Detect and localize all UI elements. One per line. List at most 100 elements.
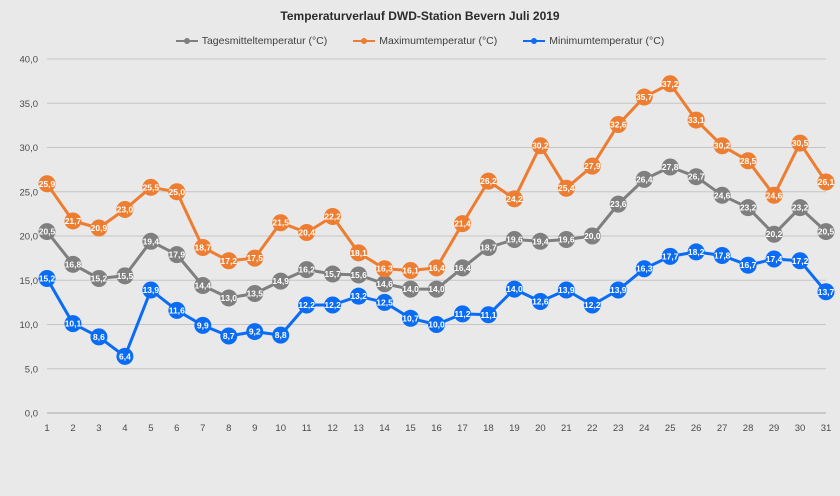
data-label: 33,1	[688, 115, 705, 125]
x-tick-label: 17	[457, 423, 468, 434]
x-tick-label: 12	[327, 423, 338, 434]
data-point	[505, 231, 523, 249]
data-point	[90, 219, 108, 237]
data-label: 8,6	[93, 332, 105, 342]
data-point	[324, 296, 342, 314]
data-label: 24,6	[766, 190, 783, 200]
legend-entry-min: Minimumtemperatur (°C)	[523, 35, 664, 47]
data-label: 14,0	[506, 284, 523, 294]
data-point	[90, 269, 108, 287]
x-tick-label: 21	[561, 423, 572, 434]
data-point	[791, 252, 809, 270]
legend: Tagesmitteltemperatur (°C) Maximumtemper…	[0, 35, 840, 47]
data-label: 25,0	[169, 187, 186, 197]
data-point	[298, 223, 316, 241]
data-label: 15,2	[39, 273, 56, 283]
data-point	[350, 244, 368, 262]
data-point	[38, 175, 56, 193]
data-point	[583, 296, 601, 314]
data-label: 12,5	[376, 297, 393, 307]
x-tick-label: 8	[226, 423, 231, 434]
data-label: 8,7	[223, 331, 235, 341]
x-tick-label: 5	[148, 423, 153, 434]
data-label: 17,8	[714, 250, 731, 260]
data-label: 23,6	[610, 199, 627, 209]
data-label: 18,7	[195, 243, 212, 253]
x-tick-label: 24	[639, 423, 650, 434]
y-tick-label: 40,0	[20, 55, 39, 66]
data-point	[272, 326, 290, 344]
data-label: 14,0	[402, 284, 419, 294]
data-label: 8,8	[275, 330, 287, 340]
data-point	[557, 179, 575, 197]
data-label: 15,5	[117, 271, 134, 281]
data-point	[661, 247, 679, 265]
data-label: 6,4	[119, 351, 131, 361]
data-label: 35,7	[636, 92, 653, 102]
data-label: 10,1	[65, 319, 82, 329]
data-point	[168, 301, 186, 319]
data-point	[220, 289, 238, 307]
data-label: 24,6	[714, 190, 731, 200]
y-tick-label: 30,0	[20, 143, 39, 154]
data-point	[687, 243, 705, 261]
data-label: 14,4	[195, 281, 212, 291]
y-tick-label: 10,0	[20, 320, 39, 331]
x-tick-label: 14	[379, 423, 390, 434]
data-point	[142, 232, 160, 250]
data-point	[661, 158, 679, 176]
data-label: 16,8	[65, 259, 82, 269]
data-point	[687, 111, 705, 129]
x-tick-label: 20	[535, 423, 546, 434]
data-point	[453, 305, 471, 323]
data-point	[402, 309, 420, 327]
x-tick-label: 3	[96, 423, 101, 434]
data-point	[453, 215, 471, 233]
data-point	[168, 183, 186, 201]
data-label: 13,9	[143, 285, 160, 295]
data-point	[583, 227, 601, 245]
data-label: 17,4	[766, 254, 783, 264]
data-point	[557, 231, 575, 249]
data-point	[531, 232, 549, 250]
data-label: 18,7	[480, 243, 497, 253]
data-label: 16,3	[376, 264, 393, 274]
data-label: 12,2	[584, 300, 601, 310]
x-tick-label: 6	[174, 423, 179, 434]
data-point	[739, 152, 757, 170]
x-tick-label: 2	[70, 423, 75, 434]
data-point	[765, 225, 783, 243]
data-point	[116, 200, 134, 218]
data-label: 15,2	[91, 273, 108, 283]
data-label: 17,5	[246, 253, 263, 263]
data-label: 13,7	[818, 287, 835, 297]
data-point	[38, 223, 56, 241]
data-point	[220, 327, 238, 345]
data-point	[194, 277, 212, 295]
data-label: 20,2	[766, 229, 783, 239]
data-label: 18,1	[350, 248, 367, 258]
data-point	[38, 269, 56, 287]
data-label: 16,2	[298, 265, 315, 275]
data-label: 13,2	[350, 291, 367, 301]
data-point	[609, 281, 627, 299]
chart-title: Temperaturverlauf DWD-Station Bevern Jul…	[280, 9, 560, 23]
x-tick-label: 11	[302, 423, 312, 434]
x-tick-label: 16	[431, 423, 442, 434]
data-point	[505, 280, 523, 298]
data-label: 27,9	[584, 161, 601, 171]
data-label: 25,4	[558, 183, 575, 193]
x-tick-label: 18	[483, 423, 494, 434]
data-label: 30,2	[714, 141, 731, 151]
data-label: 12,2	[298, 300, 315, 310]
data-label: 23,0	[117, 204, 134, 214]
data-point	[116, 267, 134, 285]
data-point	[324, 265, 342, 283]
data-point	[635, 170, 653, 188]
legend-label-max: Maximumtemperatur (°C)	[379, 35, 498, 47]
data-point	[635, 260, 653, 278]
data-point	[376, 275, 394, 293]
y-tick-label: 35,0	[20, 99, 39, 110]
data-label: 16,7	[740, 260, 757, 270]
